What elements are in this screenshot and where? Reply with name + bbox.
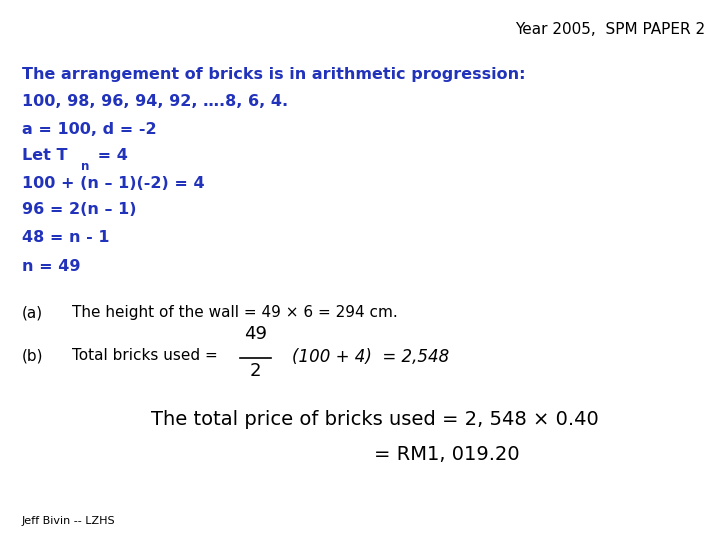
Text: 96 = 2(n – 1): 96 = 2(n – 1): [22, 202, 136, 218]
Text: The arrangement of bricks is in arithmetic progression:: The arrangement of bricks is in arithmet…: [22, 68, 525, 83]
Text: (a): (a): [22, 305, 42, 320]
Text: (b): (b): [22, 348, 43, 363]
Text: = 4: = 4: [92, 148, 128, 164]
Text: n: n: [81, 160, 90, 173]
Text: Let T: Let T: [22, 148, 67, 164]
Text: Year 2005,  SPM PAPER 2: Year 2005, SPM PAPER 2: [516, 22, 706, 37]
Text: Total bricks used =: Total bricks used =: [72, 348, 222, 363]
Text: 100, 98, 96, 94, 92, ….8, 6, 4.: 100, 98, 96, 94, 92, ….8, 6, 4.: [22, 94, 288, 110]
Text: (100 + 4)  = 2,548: (100 + 4) = 2,548: [292, 348, 449, 366]
Text: a = 100, d = -2: a = 100, d = -2: [22, 122, 156, 137]
Text: n = 49: n = 49: [22, 259, 80, 274]
Text: 2: 2: [250, 362, 261, 380]
Text: 100 + (n – 1)(-2) = 4: 100 + (n – 1)(-2) = 4: [22, 176, 204, 191]
Text: The total price of bricks used = 2, 548 × 0.40: The total price of bricks used = 2, 548 …: [150, 410, 598, 429]
Text: Jeff Bivin -- LZHS: Jeff Bivin -- LZHS: [22, 516, 115, 526]
Text: The height of the wall = 49 × 6 = 294 cm.: The height of the wall = 49 × 6 = 294 cm…: [72, 305, 397, 320]
Text: 49: 49: [244, 325, 267, 343]
Text: = RM1, 019.20: = RM1, 019.20: [374, 446, 519, 464]
Text: 48 = n - 1: 48 = n - 1: [22, 230, 109, 245]
